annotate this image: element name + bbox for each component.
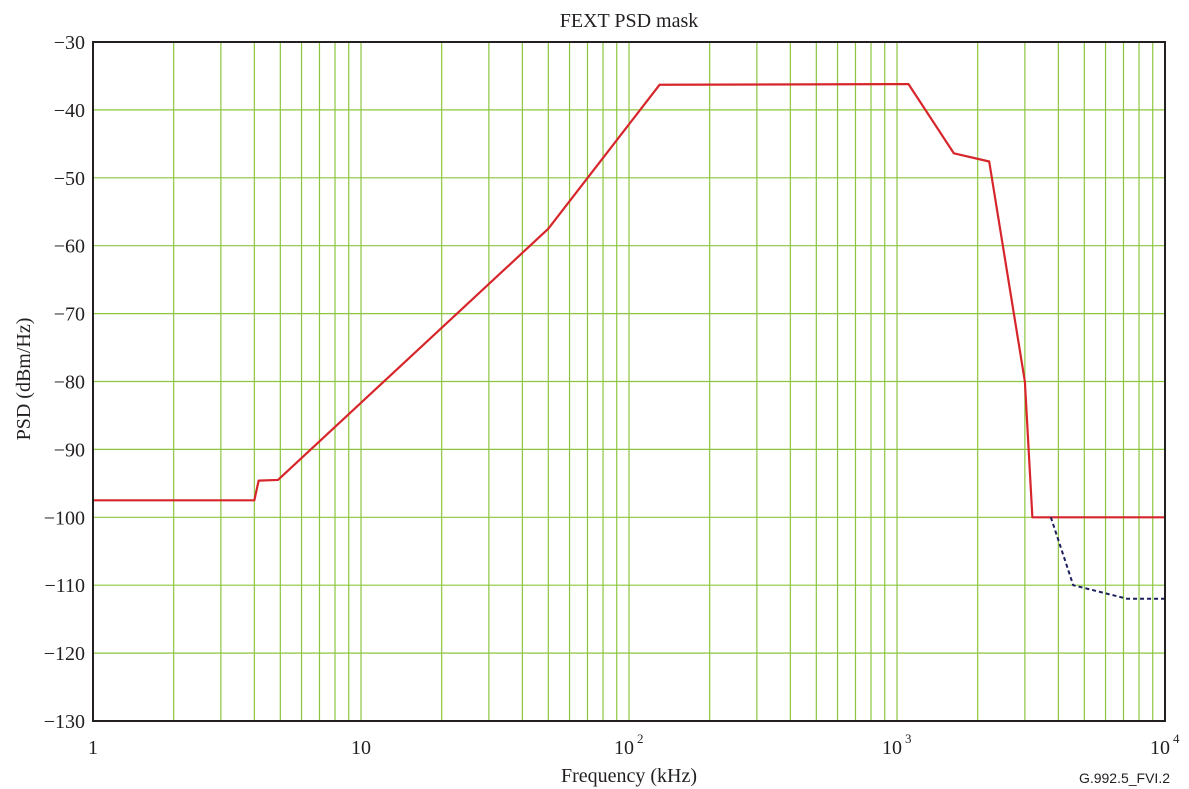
x-tick-label: 10 (1150, 737, 1170, 759)
x-tick-label: 1 (88, 737, 98, 759)
figure-id: G.992.5_FVI.2 (1079, 770, 1170, 786)
x-axis-label: Frequency (kHz) (561, 765, 697, 787)
series-line-2 (1049, 516, 1165, 600)
x-tick-exponent: 4 (1173, 731, 1180, 746)
y-tick-label: −110 (44, 575, 85, 597)
y-axis-label: PSD (dBm/Hz) (13, 318, 35, 441)
y-tick-label: −90 (54, 439, 85, 461)
series-line-1 (93, 82, 1165, 519)
y-tick-label: −50 (54, 168, 85, 190)
x-tick-label: 10 (614, 737, 634, 759)
x-tick-exponent: 2 (637, 731, 644, 746)
x-tick-exponent: 3 (905, 731, 912, 746)
x-tick-label: 10 (882, 737, 902, 759)
y-tick-label: −30 (54, 32, 85, 54)
chart-title: FEXT PSD mask (560, 10, 699, 32)
y-tick-label: −60 (54, 236, 85, 258)
y-tick-label: −100 (44, 507, 85, 529)
x-tick-label: 10 (351, 737, 371, 759)
grid-lines (93, 42, 1165, 721)
y-tick-label: −130 (44, 711, 85, 733)
y-tick-label: −70 (54, 304, 85, 326)
series-lines (93, 82, 1165, 600)
plot-frame (92, 41, 1166, 722)
y-tick-label: −80 (54, 372, 85, 394)
y-tick-label: −40 (54, 100, 85, 122)
y-tick-label: −120 (44, 643, 85, 665)
